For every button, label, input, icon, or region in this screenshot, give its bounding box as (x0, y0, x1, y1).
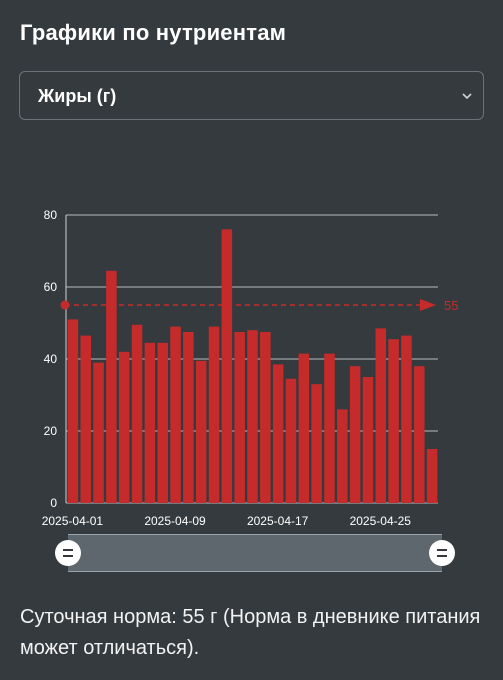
page-title: Графики по нутриентам (20, 20, 287, 45)
range-slider-right-handle[interactable] (429, 540, 455, 566)
drag-handle-icon (437, 549, 447, 557)
daily-norm-note: Суточная норма: 55 г (Норма в дневнике п… (20, 606, 481, 659)
bar-2025-04-06 (131, 324, 143, 503)
chevron-down-icon (462, 93, 472, 100)
range-slider-track[interactable] (68, 534, 442, 572)
drag-handle-icon (63, 549, 73, 557)
bar-2025-04-10 (183, 332, 194, 503)
bar-2025-04-18 (285, 378, 297, 503)
bar-2025-04-04 (106, 270, 117, 503)
target-label: 55 (444, 298, 458, 313)
bar-2025-04-13 (221, 229, 233, 503)
bar-2025-04-17 (272, 364, 284, 503)
x-tick-label: 2025-04-17 (247, 514, 309, 528)
bar-2025-04-16 (260, 332, 271, 503)
y-tick-label: 20 (44, 424, 58, 438)
bar-2025-04-08 (157, 342, 168, 503)
bar-2025-04-21 (324, 353, 335, 503)
y-tick-label: 0 (50, 496, 57, 510)
x-tick-label: 2025-04-01 (42, 514, 104, 528)
bar-2025-04-20 (311, 384, 322, 503)
range-slider-left-handle[interactable] (55, 540, 81, 566)
target-arrow-icon (420, 299, 436, 311)
x-tick-label: 2025-04-09 (144, 514, 206, 528)
bar-2025-04-11 (195, 360, 207, 503)
bar-2025-04-05 (118, 351, 130, 503)
y-tick-label: 40 (44, 352, 58, 366)
y-tick-label: 60 (44, 280, 58, 294)
bar-2025-04-07 (144, 342, 156, 503)
bar-2025-04-09 (170, 326, 181, 503)
bar-2025-04-28 (413, 366, 425, 503)
target-start-dot (60, 300, 70, 310)
nutrient-select-value: Жиры (г) (38, 86, 117, 106)
bar-2025-04-27 (401, 335, 412, 503)
bar-2025-04-19 (298, 353, 310, 503)
bar-2025-04-24 (362, 377, 374, 503)
y-tick-label: 80 (44, 208, 58, 222)
bar-2025-04-22 (337, 409, 348, 503)
nutrient-bar-chart: 0 20 40 60 80 2025-04-01 2025-04-09 2025-04-17 2… (42, 208, 459, 528)
bar-2025-04-12 (208, 326, 220, 503)
bar-2025-04-01 (67, 319, 79, 503)
bar-2025-04-23 (349, 366, 361, 503)
bar-2025-04-29 (426, 449, 438, 503)
x-tick-label: 2025-04-25 (350, 514, 412, 528)
bar-2025-04-14 (234, 332, 245, 503)
bar-2025-04-25 (375, 328, 387, 503)
nutrient-select[interactable]: Жиры (г) (19, 71, 484, 120)
bar-2025-04-03 (93, 362, 104, 503)
bar-2025-04-15 (247, 330, 258, 503)
bar-2025-04-02 (80, 335, 92, 503)
bar-2025-04-26 (388, 339, 399, 503)
